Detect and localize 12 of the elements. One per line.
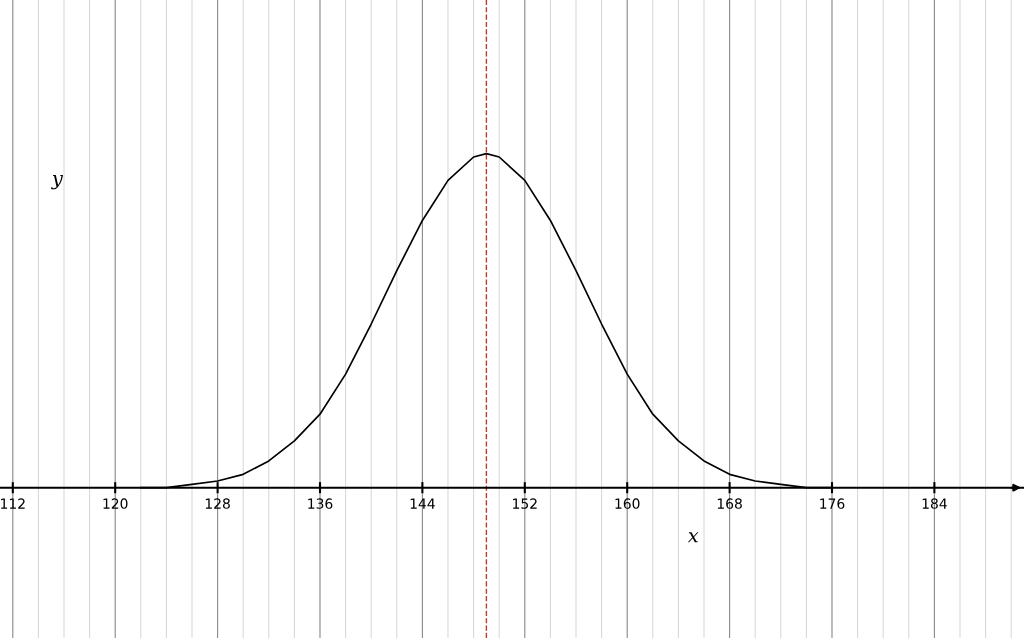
x-tick-label: 136 [308,498,333,509]
x-tick-label: 168 [717,498,742,509]
x-tick-label: 160 [615,498,640,509]
x-tick-label: 184 [922,498,947,509]
x-axis-title: x [687,532,699,543]
x-tick-label: 112 [1,498,25,509]
x-tick-label: 128 [205,498,230,509]
x-tick-label: 152 [513,498,537,509]
x-tick-label: 120 [103,498,128,509]
x-tick-label: 176 [820,498,845,509]
x-tick-label: 144 [410,498,435,509]
y-axis-title: y [51,174,64,190]
